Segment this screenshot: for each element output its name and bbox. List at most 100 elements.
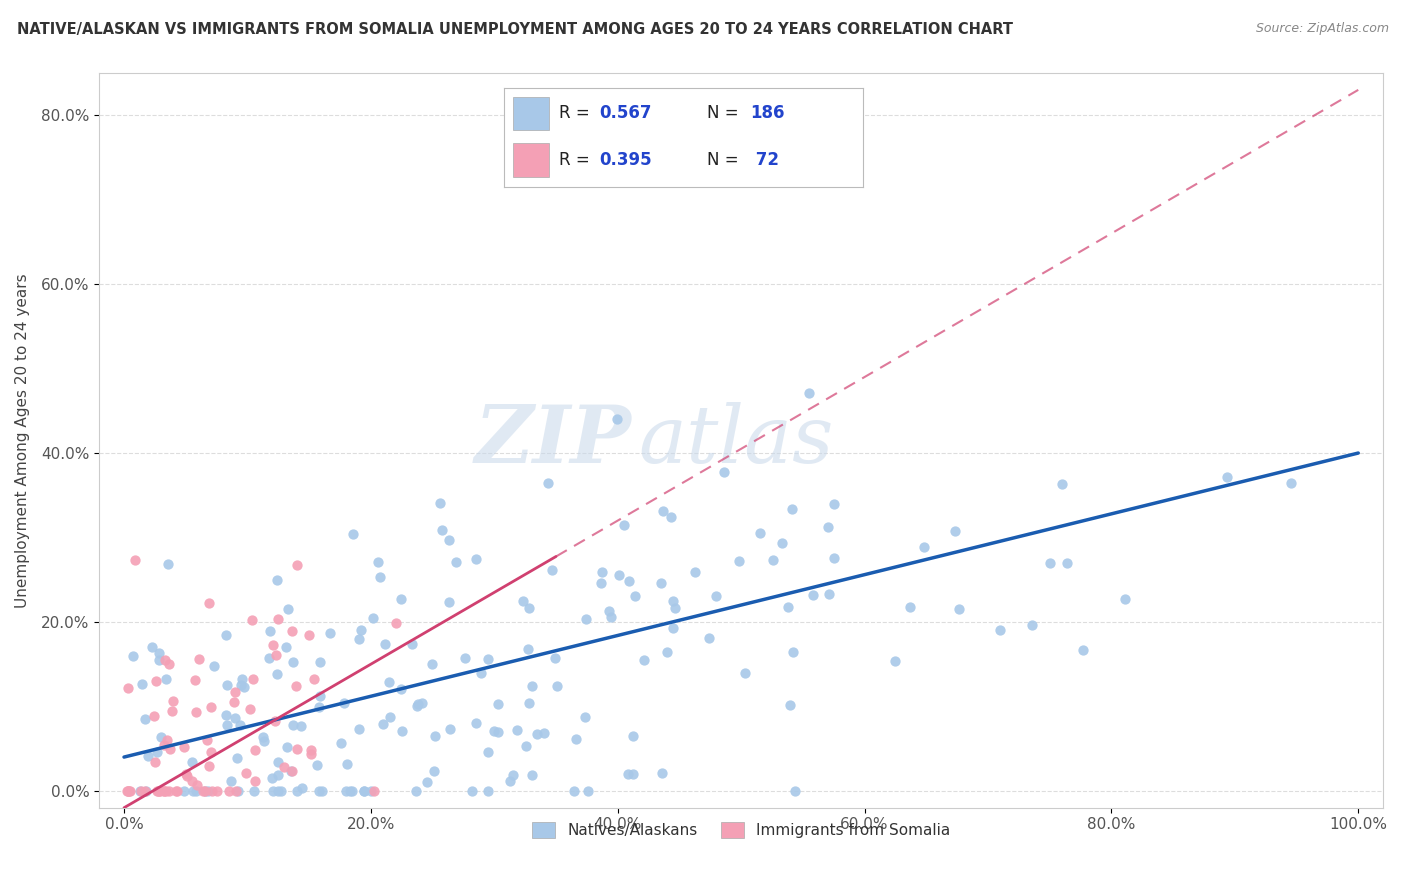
- Point: [465, 552, 488, 566]
- Point: [121, 649, 143, 664]
- Point: [225, 750, 247, 764]
- Point: [621, 766, 644, 780]
- Point: [245, 743, 267, 757]
- Point: [264, 714, 287, 728]
- Point: [153, 738, 176, 752]
- Point: [624, 590, 647, 604]
- Point: [264, 648, 287, 662]
- Point: [141, 640, 163, 654]
- Point: [429, 496, 451, 510]
- Point: [371, 716, 394, 731]
- Point: [824, 497, 846, 511]
- Point: [194, 784, 217, 798]
- Point: [197, 784, 219, 798]
- Point: [749, 526, 772, 541]
- Point: [148, 646, 170, 660]
- Point: [361, 611, 384, 625]
- Point: [149, 730, 172, 744]
- Point: [439, 723, 461, 737]
- Point: [446, 555, 468, 569]
- Point: [159, 742, 181, 756]
- Point: [235, 765, 257, 780]
- Point: [299, 743, 322, 757]
- Point: [783, 784, 806, 798]
- Point: [340, 784, 363, 798]
- Point: [308, 699, 330, 714]
- Point: [598, 604, 620, 618]
- Point: [817, 519, 839, 533]
- Point: [1056, 556, 1078, 570]
- Point: [262, 771, 284, 785]
- Point: [149, 784, 172, 798]
- Point: [360, 784, 382, 798]
- Point: [575, 612, 598, 626]
- Point: [285, 558, 308, 573]
- Point: [257, 650, 280, 665]
- Point: [135, 784, 157, 798]
- Point: [502, 768, 524, 782]
- Text: Source: ZipAtlas.com: Source: ZipAtlas.com: [1256, 22, 1389, 36]
- Point: [228, 784, 250, 798]
- Point: [420, 657, 443, 672]
- Point: [368, 570, 391, 584]
- Point: [308, 784, 330, 798]
- Point: [517, 697, 540, 711]
- Point: [607, 567, 630, 582]
- Point: [252, 730, 274, 744]
- Point: [173, 740, 195, 755]
- Point: [884, 654, 907, 668]
- Point: [470, 666, 492, 681]
- Point: [517, 642, 540, 657]
- Point: [219, 774, 242, 789]
- Point: [197, 732, 219, 747]
- Point: [302, 672, 325, 686]
- Point: [194, 784, 217, 798]
- Point: [378, 710, 401, 724]
- Point: [229, 678, 252, 692]
- Point: [683, 565, 706, 579]
- Point: [198, 596, 221, 610]
- Point: [131, 676, 153, 690]
- Point: [533, 726, 555, 740]
- Point: [1114, 592, 1136, 607]
- Point: [401, 637, 423, 651]
- Point: [152, 784, 174, 798]
- Point: [297, 628, 319, 642]
- Point: [437, 533, 460, 548]
- Point: [148, 784, 170, 798]
- Point: [252, 733, 274, 747]
- Point: [142, 708, 165, 723]
- Point: [270, 784, 292, 798]
- Point: [817, 587, 839, 601]
- Point: [262, 784, 284, 798]
- Point: [988, 624, 1011, 638]
- Point: [204, 659, 226, 673]
- Point: [181, 756, 204, 770]
- Point: [520, 768, 543, 782]
- Point: [117, 784, 139, 798]
- Point: [543, 650, 565, 665]
- Point: [186, 779, 208, 793]
- Point: [659, 510, 682, 524]
- Point: [267, 612, 290, 626]
- Point: [146, 784, 169, 798]
- Point: [201, 784, 224, 798]
- Point: [512, 594, 534, 608]
- Point: [465, 715, 488, 730]
- Point: [232, 680, 254, 694]
- Point: [160, 704, 183, 718]
- Point: [215, 708, 238, 723]
- Point: [162, 694, 184, 708]
- Point: [347, 632, 370, 646]
- Point: [650, 575, 672, 590]
- Point: [129, 784, 152, 798]
- Point: [124, 552, 146, 566]
- Point: [215, 718, 238, 732]
- Point: [155, 653, 177, 667]
- Point: [506, 723, 529, 737]
- Text: ZIP: ZIP: [475, 401, 633, 479]
- Point: [281, 624, 304, 638]
- Point: [782, 645, 804, 659]
- Point: [1281, 475, 1303, 490]
- Point: [1021, 618, 1043, 632]
